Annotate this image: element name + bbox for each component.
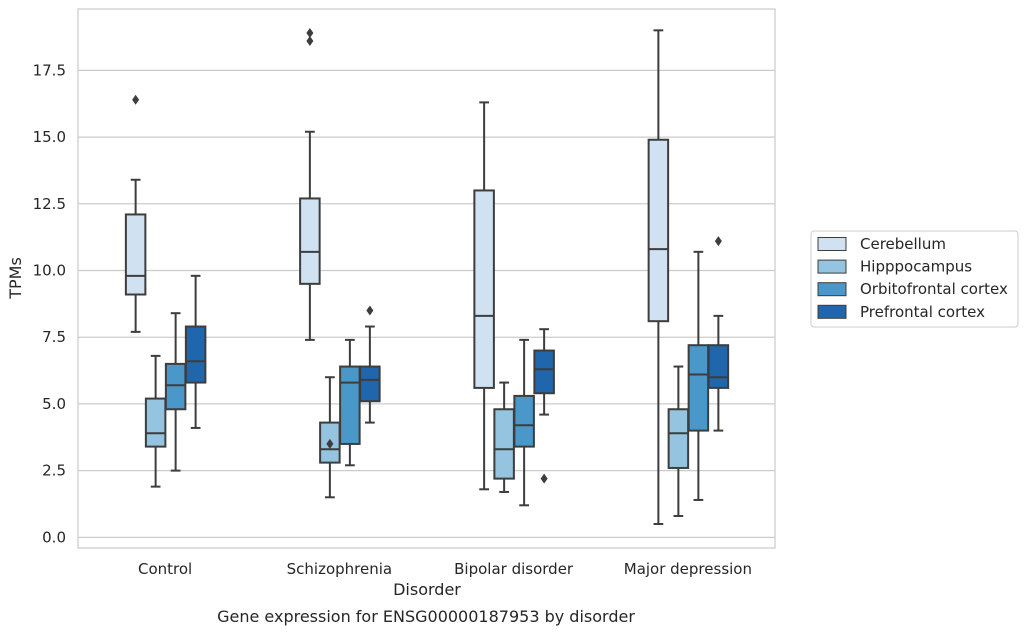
box-prefrontal-cortex [533,328,555,484]
box-iqr [533,349,555,395]
x-tick-label: Bipolar disorder [454,560,574,578]
x-axis-label: Disorder [393,580,461,599]
legend-swatch [817,237,847,251]
legend-frame [810,230,1019,328]
x-tick-labels: Control Schizophrenia Bipolar disorder Majo… [138,560,752,578]
legend-label: Cerebellum [860,235,946,253]
box-iqr [647,138,670,323]
box-prefrontal-cortex [184,274,207,429]
y-axis-label: TPMs [6,257,25,300]
legend-swatch [817,282,847,297]
box-hipppocampus [319,376,341,499]
box-iqr [687,344,710,432]
legend-label: Prefrontal cortex [860,303,985,321]
box-cerebellum [124,94,147,333]
y-tick-label: 10.0 [33,261,66,279]
box-iqr [144,397,167,448]
box-iqr [359,365,381,403]
box-orbitofrontal-cortex [339,338,361,467]
box-orbitofrontal-cortex [164,312,187,472]
y-tick-label: 17.5 [33,61,66,79]
box-iqr [124,213,147,296]
box-cerebellum [473,101,495,491]
outlier-point [326,438,334,449]
box-hipppocampus [493,381,515,493]
box-orbitofrontal-cortex [513,338,535,507]
box-iqr [493,408,515,480]
x-tick-label: Major depression [624,560,752,578]
outlier-point [306,36,314,47]
y-tick-label: 2.5 [42,462,66,480]
y-tick-label: 0.0 [42,528,66,546]
outlier-point [540,473,548,484]
box-iqr [299,197,321,285]
y-tick-label: 15.0 [33,128,66,146]
plot-area-frame [77,8,776,549]
box-cerebellum [299,28,321,341]
box-iqr [164,362,187,411]
x-tick-label: Schizophrenia [287,560,392,578]
outlier-point [366,305,374,316]
outlier-point [306,28,314,39]
box-prefrontal-cortex [359,305,381,424]
legend-label: Orbitofrontal cortex [860,280,1008,298]
legend: Cerebellum Hipppocampus Orbitofrontal cort… [810,230,1019,328]
y-tick-label: 7.5 [42,328,66,346]
box-orbitofrontal-cortex [687,250,710,501]
y-tick-label: 12.5 [33,195,66,213]
legend-swatch [817,259,847,274]
box-groups [124,28,730,525]
box-iqr [473,189,495,389]
y-tick-label: 5.0 [42,395,66,413]
y-tick-labels: 0.0 2.5 5.0 7.5 10.0 12.5 15.0 17.5 [33,61,66,546]
x-tick-label: Control [138,560,192,578]
box-cerebellum [647,29,670,525]
box-iqr [707,344,730,389]
outlier-point [132,94,140,105]
chart-caption: Gene expression for ENSG00000187953 by d… [217,607,635,626]
box-iqr [513,394,535,448]
box-iqr [667,408,690,469]
box-hipppocampus [144,354,167,488]
box-iqr [184,325,207,384]
box-iqr [339,365,361,445]
legend-swatch [817,304,847,319]
box-hipppocampus [667,365,690,517]
legend-label: Hipppocampus [860,258,972,276]
box-prefrontal-cortex [707,236,730,432]
outlier-point [714,236,722,247]
